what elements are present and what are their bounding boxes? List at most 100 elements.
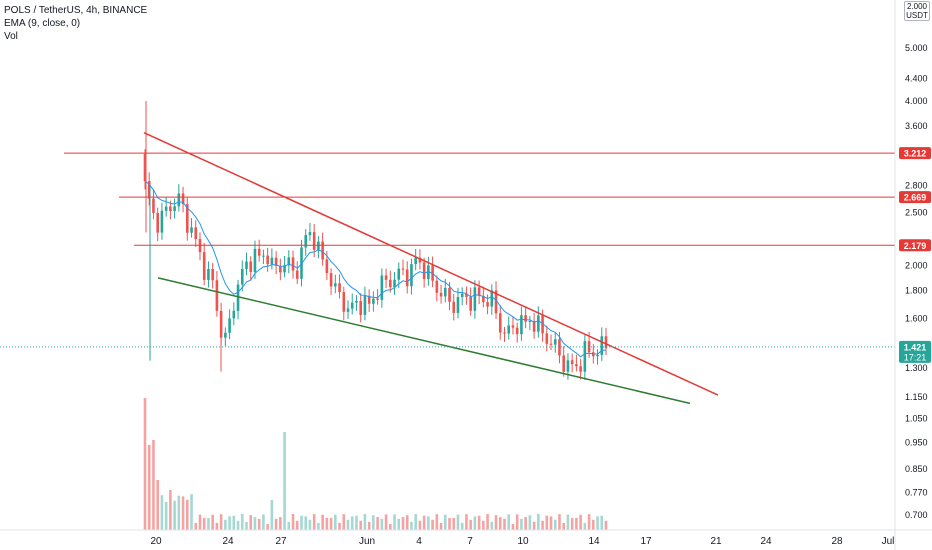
candle-body bbox=[270, 257, 274, 265]
candle-body bbox=[181, 193, 185, 205]
price-tick-label: 5.000 bbox=[905, 43, 928, 53]
volume-bar bbox=[152, 440, 155, 530]
volume-bar bbox=[363, 514, 367, 530]
volume-indicator-label: Vol bbox=[4, 31, 18, 42]
candle-body bbox=[473, 287, 477, 311]
candle-body bbox=[575, 364, 578, 367]
candle-body bbox=[334, 283, 337, 287]
candle-body bbox=[185, 204, 189, 233]
candle-body bbox=[211, 268, 214, 281]
candle-body bbox=[257, 248, 261, 256]
volume-bar bbox=[228, 516, 231, 530]
chart-legend: POLS / TetherUS, 4h, BINANCE EMA (9, clo… bbox=[4, 4, 147, 43]
candle-body bbox=[173, 206, 176, 211]
level-price-tag bbox=[899, 147, 931, 160]
volume-bar bbox=[249, 515, 253, 530]
volume-bar bbox=[156, 480, 159, 530]
candle-body bbox=[359, 301, 362, 315]
volume-bar bbox=[575, 517, 578, 530]
volume-bar bbox=[300, 515, 303, 530]
candle-body bbox=[190, 227, 193, 233]
volume-bar bbox=[418, 520, 422, 530]
candle-body bbox=[537, 315, 540, 332]
candle-body bbox=[503, 332, 506, 334]
volume-bar bbox=[236, 520, 240, 530]
volume-bar bbox=[558, 514, 561, 530]
volume-bar bbox=[308, 519, 312, 530]
volume-bar bbox=[456, 514, 460, 530]
volume-bar bbox=[498, 517, 502, 530]
candle-body bbox=[562, 355, 566, 372]
level-price-tags: 3.212 2.669 2.179 bbox=[899, 147, 931, 252]
candle-body bbox=[579, 366, 582, 372]
candle-body bbox=[422, 262, 426, 280]
candle-body bbox=[283, 265, 286, 273]
volume-bar bbox=[245, 521, 248, 530]
volume-bar bbox=[587, 514, 591, 530]
candle-body bbox=[490, 290, 494, 307]
volume-bar bbox=[304, 516, 308, 530]
price-tick-label: 1.050 bbox=[905, 414, 928, 424]
candle-body bbox=[486, 302, 489, 307]
level-price-tag bbox=[899, 191, 931, 204]
candle-body bbox=[329, 273, 333, 287]
candle-body bbox=[321, 241, 324, 260]
candle-body bbox=[515, 327, 519, 335]
volume-bar bbox=[185, 499, 189, 530]
time-tick-label: 20 bbox=[150, 536, 162, 547]
volume-bar bbox=[541, 520, 544, 530]
volume-bar bbox=[397, 518, 401, 530]
bar-countdown: 17:21 bbox=[904, 352, 927, 362]
volume-bar bbox=[600, 515, 604, 530]
candle-body bbox=[325, 259, 329, 274]
time-tick-label: Jul bbox=[882, 536, 895, 547]
volume-bar bbox=[266, 523, 269, 530]
price-tick-label: 0.850 bbox=[905, 464, 928, 474]
volume-bar bbox=[342, 514, 346, 530]
volume-bar bbox=[224, 519, 227, 530]
volume-bar bbox=[579, 514, 582, 530]
price-tick-label: 0.950 bbox=[905, 438, 928, 448]
candle-body bbox=[583, 341, 587, 372]
volume-bar bbox=[596, 516, 599, 530]
ema-indicator-label: EMA (9, close, 0) bbox=[4, 18, 81, 29]
volume-bar bbox=[147, 445, 151, 530]
currency-top-value: 2.000 bbox=[906, 2, 928, 11]
volume-bar bbox=[257, 518, 261, 530]
volume-bar bbox=[232, 515, 236, 530]
time-tick-label: 7 bbox=[467, 536, 473, 547]
volume-bar bbox=[532, 521, 536, 530]
price-tick-label: 3.600 bbox=[905, 121, 928, 131]
volume-bar bbox=[262, 514, 265, 530]
candle-body bbox=[355, 301, 358, 303]
candle-body bbox=[266, 255, 269, 265]
volume-bar bbox=[405, 515, 409, 530]
volume-bar bbox=[494, 515, 498, 530]
candle-body bbox=[414, 257, 417, 265]
candle-body bbox=[177, 193, 181, 207]
volume-bar bbox=[181, 496, 185, 530]
volume-bar bbox=[283, 432, 286, 530]
volume-bar bbox=[173, 500, 176, 530]
price-tick-label: 4.400 bbox=[905, 73, 928, 83]
last-price-value: 1.421 bbox=[904, 342, 927, 352]
symbol-title: POLS / TetherUS, 4h, BINANCE bbox=[4, 5, 148, 16]
candle-body bbox=[169, 206, 172, 211]
volume-bar bbox=[486, 514, 489, 530]
price-tick-label: 2.800 bbox=[905, 181, 928, 191]
volume-bar bbox=[355, 515, 358, 530]
candle-body bbox=[207, 268, 210, 280]
volume-bar bbox=[253, 517, 257, 530]
volume-bar bbox=[160, 495, 164, 530]
candle-body bbox=[232, 310, 236, 319]
volume-bar bbox=[274, 518, 278, 530]
volume-bar bbox=[549, 516, 553, 530]
volume-bar bbox=[528, 515, 532, 530]
volume-bar bbox=[202, 517, 206, 530]
candle-body bbox=[376, 298, 379, 300]
volume-bar bbox=[219, 514, 223, 530]
candle-body bbox=[245, 261, 248, 269]
candle-body bbox=[308, 232, 312, 236]
currency-box[interactable]: 2.000 USDT bbox=[904, 1, 930, 21]
